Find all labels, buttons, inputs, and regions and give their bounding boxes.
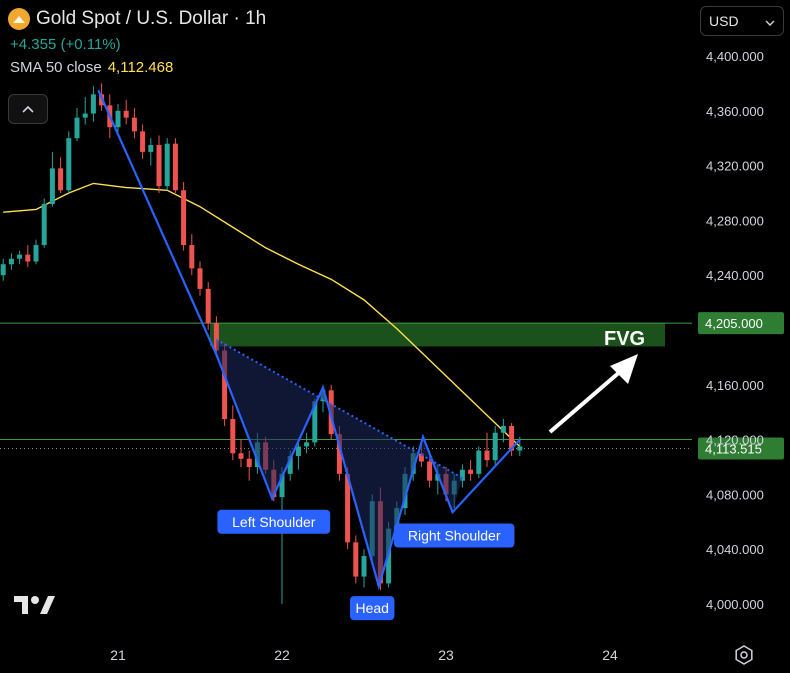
price-tag-label: 4,205.000 (705, 316, 763, 331)
candle-body (189, 245, 195, 269)
pattern-label: Left Shoulder (232, 514, 316, 530)
candle-body (172, 143, 178, 191)
candle-body (123, 110, 129, 118)
y-tick-label: 4,000.000 (706, 597, 764, 612)
candle-body (205, 288, 211, 324)
x-tick-label: 23 (438, 647, 454, 663)
candle-body (213, 323, 219, 351)
fvg-zone (210, 323, 665, 347)
candle-body (49, 168, 55, 204)
pattern-label-box (394, 523, 515, 548)
candle-body (517, 446, 523, 451)
candle-body (230, 419, 236, 454)
price-change: +4.355 (+0.11%) (10, 36, 121, 53)
gold-coin-icon (8, 8, 30, 30)
candle-body (468, 469, 474, 474)
price-tag (698, 312, 784, 335)
y-tick-label: 4,400.000 (706, 49, 764, 64)
candle-body (58, 168, 64, 191)
y-tick-label: 4,240.000 (706, 268, 764, 283)
x-tick-label: 21 (110, 647, 126, 663)
pattern-label-box (217, 509, 331, 534)
candle-body (115, 110, 121, 128)
candle-body (287, 456, 293, 474)
currency-label: USD (709, 13, 739, 29)
x-tick-label: 22 (274, 647, 290, 663)
symbol-title[interactable]: Gold Spot / U.S. Dollar · 1h (36, 8, 267, 29)
candle-body (74, 117, 80, 139)
candle-body (246, 458, 252, 467)
candle-body (25, 254, 31, 262)
y-tick-label: 4,120.000 (706, 433, 764, 448)
pattern-label: Head (355, 600, 388, 616)
candle-body (66, 138, 72, 191)
y-tick-label: 4,040.000 (706, 542, 764, 557)
candle-body (484, 450, 490, 461)
y-tick-label: 4,080.000 (706, 487, 764, 502)
candle-body (361, 556, 367, 577)
y-tick-label: 4,320.000 (706, 159, 764, 174)
currency-select[interactable]: USD (700, 6, 784, 36)
candle-body (41, 203, 47, 246)
candle-body (0, 264, 6, 276)
tradingview-logo-icon[interactable] (14, 594, 56, 621)
chart-header: Gold Spot / U.S. Dollar · 1h +4.355 (+0.… (8, 8, 266, 76)
sma-line (3, 182, 521, 447)
candle-body (17, 254, 23, 259)
candle-body (279, 473, 285, 498)
chevron-down-icon (765, 13, 775, 29)
pattern-line (97, 89, 521, 591)
chevron-up-icon (22, 100, 34, 118)
candle-body (509, 425, 515, 451)
candle-body (295, 446, 301, 457)
price-tag-label: 4,113.515 (705, 441, 762, 456)
candle-body (336, 434, 342, 474)
sma-label: SMA 50 close (10, 59, 102, 76)
candle-body (238, 453, 244, 459)
pattern-label-box (350, 596, 395, 621)
settings-icon[interactable] (734, 645, 754, 670)
arrow-head (610, 354, 638, 384)
candle-body (312, 401, 318, 443)
candle-body (33, 245, 39, 262)
y-tick-label: 4,360.000 (706, 104, 764, 119)
y-tick-label: 4,280.000 (706, 213, 764, 228)
candle-body (140, 131, 146, 152)
pattern-label: Right Shoulder (408, 528, 501, 544)
sma-value: 4,112.468 (107, 59, 174, 76)
candle-body (476, 450, 482, 474)
x-tick-label: 24 (602, 647, 618, 663)
candle-body (418, 453, 424, 462)
candle-body (197, 268, 203, 289)
candle-body (90, 94, 96, 114)
candle-body (304, 442, 310, 447)
sma-legend[interactable]: SMA 50 close 4,112.468 (10, 59, 266, 76)
candle-body (156, 145, 162, 187)
candle-body (345, 473, 351, 543)
candle-body (500, 425, 506, 433)
fvg-label: FVG (604, 328, 645, 350)
arrow-shaft (548, 368, 624, 434)
collapse-legend-button[interactable] (8, 94, 48, 124)
price-tag (698, 437, 784, 460)
candle-body (164, 143, 170, 187)
candle-body (492, 432, 498, 461)
candle-body (8, 258, 14, 265)
candle-body (427, 461, 433, 481)
pattern-fill (216, 339, 463, 587)
candle-body (181, 190, 187, 246)
candle-body (148, 145, 154, 152)
candle-body (222, 350, 228, 420)
candle-body (353, 542, 359, 577)
candle-body (459, 469, 465, 481)
candle-body (82, 113, 88, 118)
neckline (215, 338, 463, 479)
candle-body (131, 117, 137, 132)
y-tick-label: 4,160.000 (706, 378, 764, 393)
